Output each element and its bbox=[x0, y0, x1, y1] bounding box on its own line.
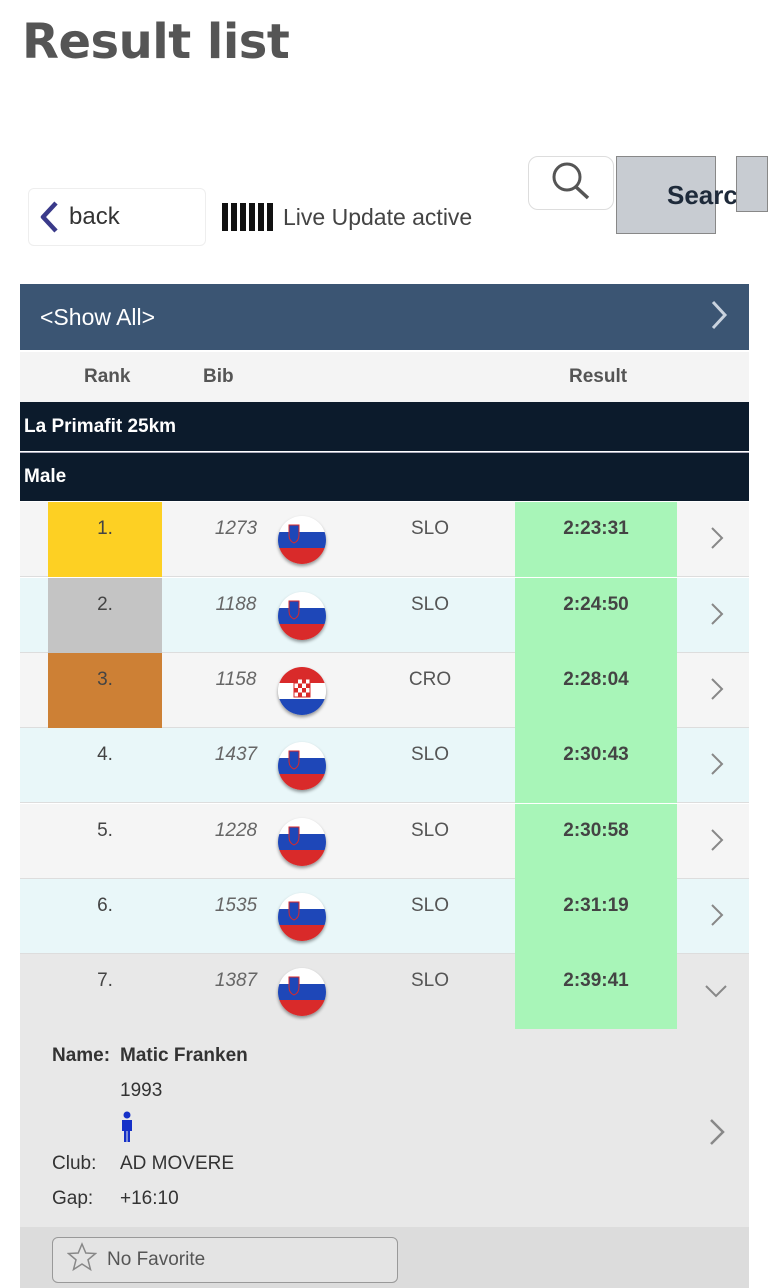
nationality-cell: SLO bbox=[410, 594, 450, 615]
nationality-cell: SLO bbox=[410, 820, 450, 841]
rank-cell: 1. bbox=[48, 502, 162, 577]
result-cell: 2:24:50 bbox=[515, 578, 677, 653]
chevron-down-icon bbox=[704, 984, 728, 1012]
bib-cell: 1158 bbox=[215, 669, 257, 690]
bib-cell: 1437 bbox=[214, 744, 258, 765]
chevron-right-icon bbox=[710, 526, 734, 554]
favorite-area: No Favorite bbox=[20, 1227, 749, 1288]
live-update-indicator: Live Update active bbox=[222, 200, 472, 234]
filter-label: <Show All> bbox=[40, 303, 156, 330]
result-cell: 2:28:04 bbox=[515, 653, 677, 728]
result-cell: 2:39:41 bbox=[515, 954, 677, 1029]
race-group-header: La Primafit 25km bbox=[20, 402, 749, 451]
column-rank: Rank bbox=[84, 366, 131, 387]
slovenia-flag-icon bbox=[278, 516, 326, 564]
bib-cell: 1387 bbox=[214, 970, 258, 991]
bib-cell: 1535 bbox=[214, 895, 258, 916]
chevron-right-icon bbox=[710, 903, 734, 931]
favorite-button[interactable]: No Favorite bbox=[52, 1237, 398, 1283]
search-toggle[interactable] bbox=[528, 156, 614, 210]
gap-value: +16:10 bbox=[120, 1188, 179, 1209]
filter-bar[interactable]: <Show All> bbox=[20, 284, 749, 350]
athlete-name: Matic Franken bbox=[120, 1045, 248, 1066]
nationality-cell: SLO bbox=[410, 895, 450, 916]
rank-cell: 6. bbox=[97, 895, 113, 916]
nationality-cell: SLO bbox=[410, 518, 450, 539]
rank-cell: 5. bbox=[97, 820, 113, 841]
gap-label: Gap: bbox=[52, 1188, 94, 1209]
table-row[interactable]: 1. 1273 SLO 2:23:31 bbox=[20, 502, 749, 577]
croatia-flag-icon bbox=[278, 667, 326, 715]
athlete-detail-panel: Name: Matic Franken 1993 Club: AD MOVERE… bbox=[20, 1029, 749, 1227]
club-value: AD MOVERE bbox=[120, 1153, 235, 1174]
slovenia-flag-icon bbox=[278, 818, 326, 866]
nationality-cell: CRO bbox=[408, 669, 452, 690]
result-cell: 2:30:43 bbox=[515, 728, 677, 803]
chevron-right-icon bbox=[710, 602, 734, 630]
table-row[interactable]: 2. 1188 SLO 2:24:50 bbox=[20, 578, 749, 653]
club-label: Club: bbox=[52, 1153, 97, 1174]
rank-cell: 7. bbox=[97, 970, 113, 991]
table-row[interactable]: 4. 1437 SLO 2:30:43 bbox=[20, 728, 749, 803]
rank-cell: 3. bbox=[48, 653, 162, 728]
slovenia-flag-icon bbox=[278, 968, 326, 1016]
chevron-left-icon bbox=[35, 197, 63, 237]
chevron-right-icon bbox=[710, 677, 734, 705]
table-row[interactable]: 3. 1158 CRO 2:28:04 bbox=[20, 653, 749, 728]
chevron-right-icon bbox=[709, 298, 729, 337]
column-bib: Bib bbox=[203, 366, 234, 387]
chevron-right-icon bbox=[710, 752, 734, 780]
chevron-right-icon bbox=[710, 828, 734, 856]
bib-cell: 1273 bbox=[214, 518, 258, 539]
chevron-right-icon[interactable] bbox=[708, 1117, 726, 1152]
name-label: Name: bbox=[52, 1045, 111, 1066]
result-cell: 2:23:31 bbox=[515, 502, 677, 577]
column-result: Result bbox=[569, 366, 628, 387]
page-title: Result list bbox=[22, 14, 290, 70]
nationality-cell: SLO bbox=[410, 744, 450, 765]
male-icon bbox=[120, 1111, 134, 1148]
table-row-expanded[interactable]: 7. 1387 SLO 2:39:41 bbox=[20, 954, 749, 1029]
favorite-label: No Favorite bbox=[107, 1249, 206, 1270]
bib-cell: 1188 bbox=[215, 594, 257, 615]
bib-cell: 1228 bbox=[214, 820, 258, 841]
star-icon bbox=[66, 1242, 98, 1278]
live-bars-icon bbox=[222, 203, 273, 231]
slovenia-flag-icon bbox=[278, 742, 326, 790]
nationality-cell: SLO bbox=[410, 970, 450, 991]
table-row[interactable]: 6. 1535 SLO 2:31:19 bbox=[20, 879, 749, 954]
slovenia-flag-icon bbox=[278, 592, 326, 640]
slovenia-flag-icon bbox=[278, 893, 326, 941]
result-cell: 2:31:19 bbox=[515, 879, 677, 954]
back-button[interactable]: back bbox=[28, 188, 206, 246]
rank-cell: 2. bbox=[48, 578, 162, 653]
search-button[interactable]: Search bbox=[616, 156, 754, 234]
birth-year: 1993 bbox=[120, 1080, 163, 1101]
gender-group-header: Male bbox=[20, 452, 749, 501]
result-cell: 2:30:58 bbox=[515, 804, 677, 879]
search-icon bbox=[549, 160, 593, 207]
back-label: back bbox=[69, 203, 120, 230]
live-update-text: Live Update active bbox=[283, 203, 473, 230]
column-header-row: Rank Bib Result bbox=[20, 352, 749, 402]
search-extra-button[interactable] bbox=[736, 156, 768, 212]
table-row[interactable]: 5. 1228 SLO 2:30:58 bbox=[20, 804, 749, 879]
rank-cell: 4. bbox=[97, 744, 113, 765]
